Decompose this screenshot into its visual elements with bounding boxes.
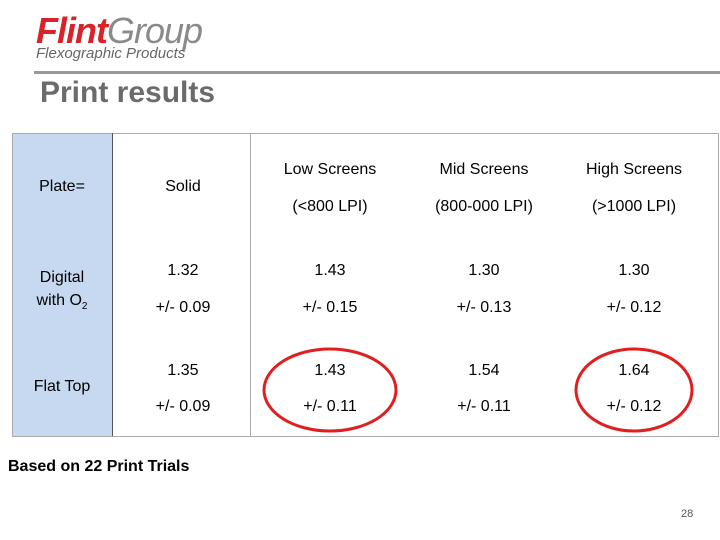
cell-value: 1.64 <box>618 362 650 379</box>
cell-value: 1.43 <box>314 262 346 279</box>
highlight-ellipse <box>262 347 398 433</box>
page-number: 28 <box>681 508 694 520</box>
cell-value: 1.30 <box>468 262 500 279</box>
column-header: Mid Screens <box>439 161 529 178</box>
subscript: 2 <box>81 301 88 313</box>
cell-spread: +/- 0.09 <box>155 299 211 316</box>
column-subheader: (<800 LPI) <box>292 198 368 215</box>
logo: FlintGroup <box>36 10 203 52</box>
cell-spread: +/- 0.09 <box>155 398 211 415</box>
cell-value: 1.30 <box>618 262 650 279</box>
highlight-ellipse <box>574 347 694 433</box>
logo-brand: Flint <box>36 10 108 51</box>
plate-label: Digital <box>39 269 85 286</box>
title: Print results <box>40 76 216 109</box>
rule <box>34 71 720 74</box>
column-header: Solid <box>165 178 201 195</box>
cell-spread: +/- 0.11 <box>303 398 357 415</box>
cell-spread: +/- 0.13 <box>456 299 512 316</box>
logo-group: Group <box>106 10 203 51</box>
plate-column-bg <box>12 133 112 436</box>
cell-value: 1.32 <box>167 262 199 279</box>
divider <box>112 133 113 436</box>
plate-label: with O2 <box>36 292 88 313</box>
column-subheader: (>1000 LPI) <box>591 198 677 215</box>
cell-value: 1.43 <box>314 362 346 379</box>
divider <box>250 133 251 436</box>
column-header: High Screens <box>585 161 683 178</box>
footnote: Based on 22 Print Trials <box>8 458 190 475</box>
logo-subtitle: Flexographic Products <box>36 45 186 62</box>
cell-spread: +/- 0.12 <box>606 398 662 415</box>
cell-spread: +/- 0.12 <box>606 299 662 316</box>
cell-spread: +/- 0.11 <box>457 398 511 415</box>
column-header: Low Screens <box>283 161 377 178</box>
column-header: Plate= <box>39 178 85 195</box>
table-border <box>12 133 719 437</box>
cell-value: 1.54 <box>468 362 500 379</box>
cell-spread: +/- 0.15 <box>302 299 358 316</box>
column-subheader: (800-000 LPI) <box>435 198 533 215</box>
plate-label: Flat Top <box>33 378 91 395</box>
cell-value: 1.35 <box>167 362 199 379</box>
